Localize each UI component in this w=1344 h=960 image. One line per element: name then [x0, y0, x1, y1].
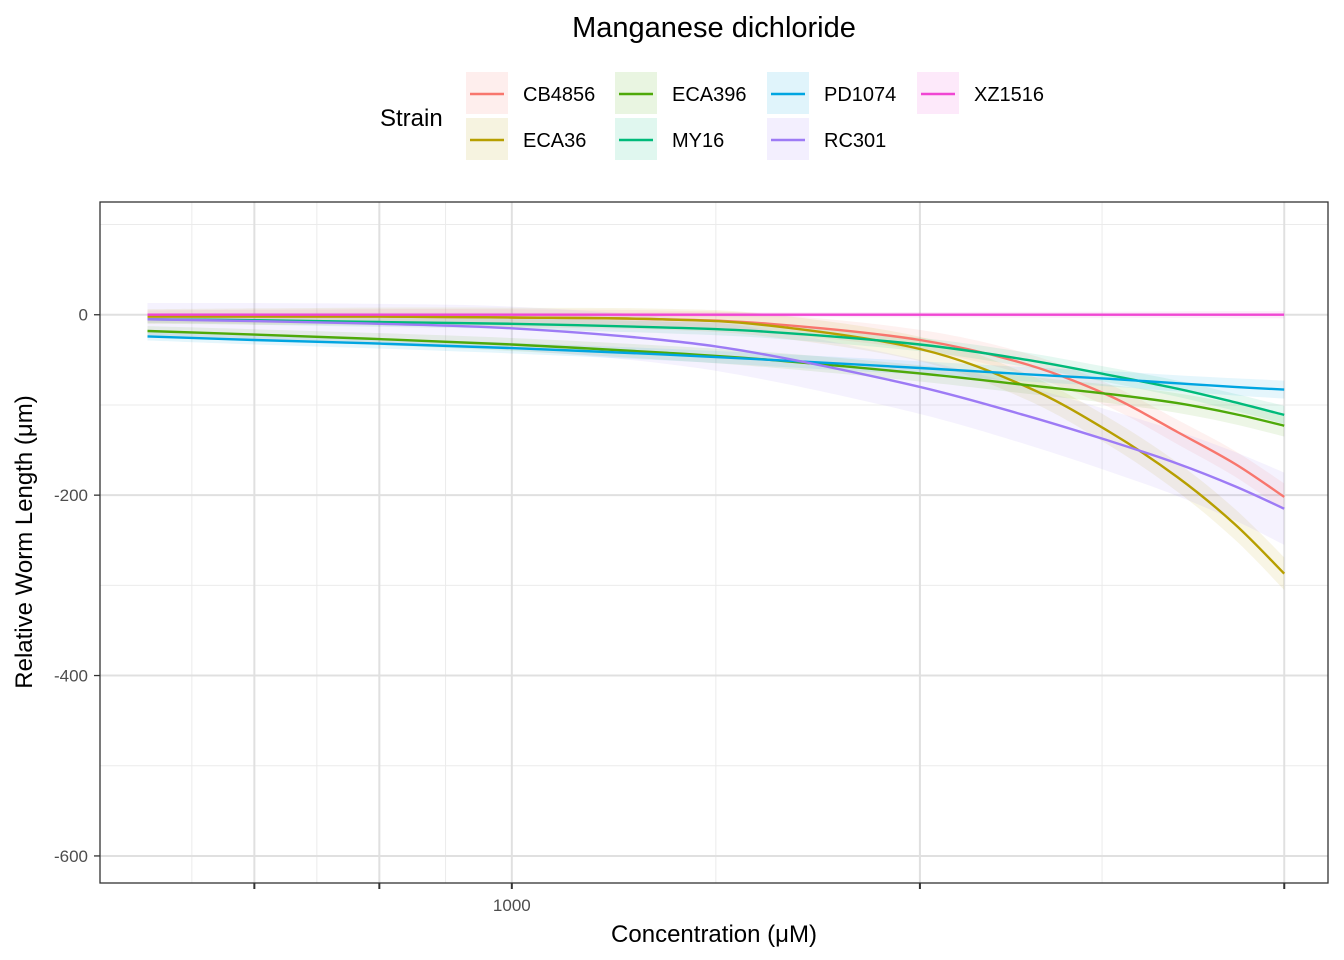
series-line-pd1074: [147, 335, 1285, 391]
band-pd1074: [147, 332, 1285, 399]
series-line-my16: [147, 318, 1285, 417]
chart-title: Manganese dichloride: [572, 12, 856, 44]
band-eca36: [147, 307, 1285, 590]
panel-border: [99, 201, 1329, 884]
x-axis-title: Concentration (μM): [611, 921, 817, 948]
legend: Strain CB4856 ECA36 ECA396 MY16 PD1074 RC301 X…: [380, 72, 1044, 160]
band-eca396: [147, 326, 1285, 437]
series-line-rc301: [147, 318, 1285, 510]
legend-label-rc301: RC301: [824, 130, 886, 152]
y-axis-title: Relative Worm Length (μm): [11, 395, 38, 688]
legend-label-eca396: ECA396: [672, 84, 747, 106]
plot-panel: [99, 201, 1329, 884]
y-tick-label: -400: [54, 667, 88, 686]
band-my16: [147, 315, 1285, 424]
band-cb4856: [147, 309, 1285, 511]
y-tick-label: -200: [54, 486, 88, 505]
legend-label-cb4856: CB4856: [523, 84, 595, 106]
legend-label-eca36: ECA36: [523, 130, 586, 152]
legend-title: Strain: [380, 105, 443, 132]
legend-label-my16: MY16: [672, 130, 724, 152]
y-tick-label: 0: [79, 306, 88, 325]
series-line-eca36: [147, 315, 1286, 575]
y-tick-label: -600: [54, 847, 88, 866]
legend-label-pd1074: PD1074: [824, 84, 896, 106]
legend-label-xz1516: XZ1516: [974, 84, 1044, 106]
axes: 0 -200 -400 -600 1000: [54, 306, 1286, 915]
x-tick-label: 1000: [493, 896, 531, 915]
series-lines: [147, 313, 1286, 575]
